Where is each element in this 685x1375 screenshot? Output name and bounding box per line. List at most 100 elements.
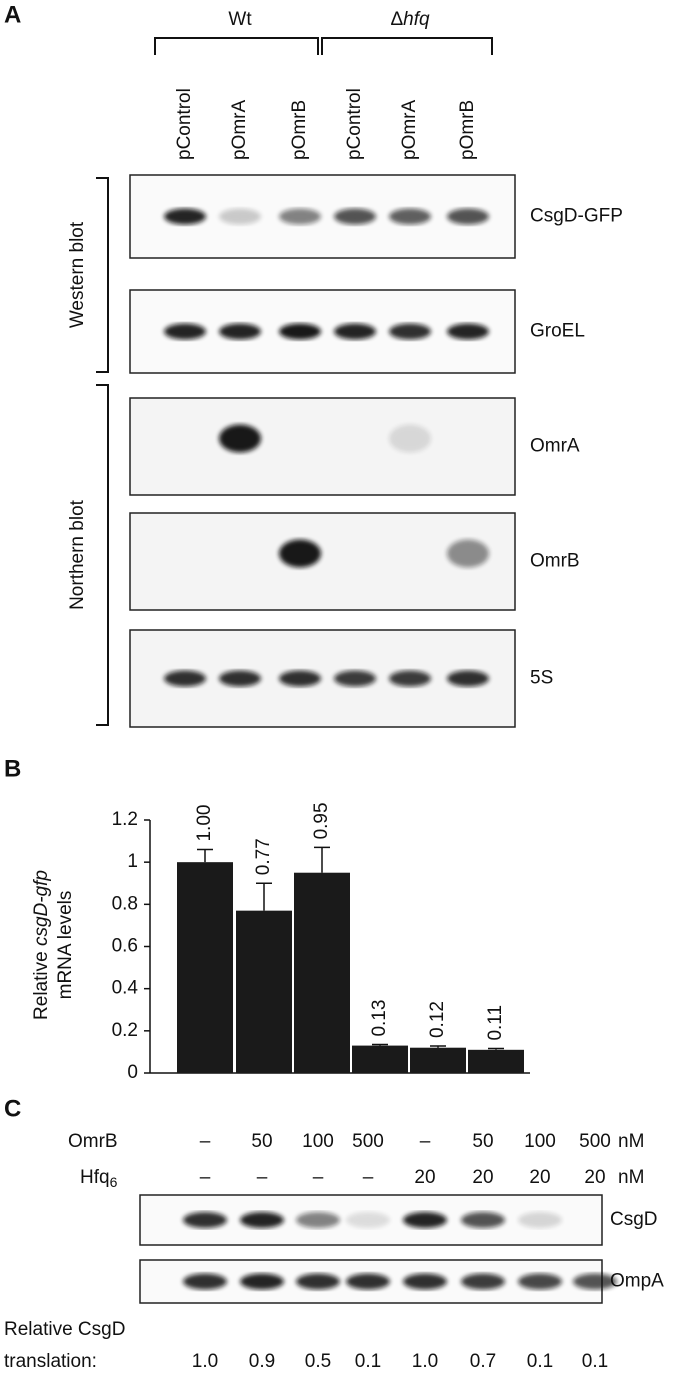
band (461, 1212, 505, 1228)
bar (410, 1047, 466, 1073)
value-label: 0.11 (485, 1005, 506, 1041)
y-axis-label: mRNA levels (55, 891, 76, 1000)
band (573, 1273, 617, 1290)
row-label: Hfq6 (80, 1167, 118, 1190)
value-label: 0.77 (253, 838, 274, 875)
cell: – (420, 1131, 431, 1152)
blot-label: 5S (530, 668, 553, 689)
translation-value: 0.7 (470, 1351, 496, 1372)
band (403, 1212, 447, 1228)
error-bar (256, 882, 272, 911)
blot-label: CsgD-GFP (530, 206, 623, 227)
value-label: 0.13 (369, 1000, 390, 1037)
translation-value: 0.5 (305, 1351, 331, 1372)
cell: 20 (414, 1167, 435, 1188)
lane-label: pControl (174, 88, 195, 160)
cell: 500 (352, 1131, 384, 1152)
band (240, 1212, 284, 1228)
unit: nM (618, 1131, 644, 1152)
cell: 50 (472, 1131, 493, 1152)
band (164, 208, 206, 225)
y-tick-label: 1.2 (112, 809, 138, 830)
y-tick-label: 0.8 (112, 893, 138, 914)
translation-label: Relative CsgD (4, 1319, 125, 1340)
y-axis-label: Relative csgD-gfp (31, 870, 52, 1020)
band (346, 1273, 390, 1290)
blot-group-label: Northern blot (67, 499, 88, 610)
band (219, 323, 261, 340)
lane-label: pControl (344, 88, 365, 160)
band (279, 670, 321, 687)
band (240, 1273, 284, 1290)
band (183, 1273, 227, 1290)
band (389, 424, 431, 453)
blot-label: OmrA (530, 436, 580, 457)
error-bar (488, 1047, 504, 1050)
lane-label: pOmrA (229, 100, 250, 161)
y-tick-label: 0.6 (112, 936, 138, 957)
cell: 100 (524, 1131, 556, 1152)
cell: 100 (302, 1131, 334, 1152)
band (389, 670, 431, 687)
band (334, 670, 376, 687)
band (447, 670, 489, 687)
cell: – (257, 1167, 268, 1188)
bar (294, 872, 350, 1073)
band (279, 539, 321, 568)
cell: – (313, 1167, 324, 1188)
bar (177, 862, 233, 1073)
value-label: 0.95 (311, 802, 332, 839)
translation-label: translation: (4, 1351, 97, 1372)
band (183, 1212, 227, 1228)
band (296, 1212, 340, 1228)
band (296, 1273, 340, 1290)
blot-label: GroEL (530, 321, 585, 342)
cell: – (200, 1167, 211, 1188)
cell: 20 (584, 1167, 605, 1188)
error-bar (372, 1043, 388, 1046)
blot-label: CsgD (610, 1209, 658, 1230)
y-tick-label: 0.4 (112, 978, 139, 999)
cell: – (363, 1167, 374, 1188)
band (518, 1212, 562, 1228)
cell: 50 (251, 1131, 272, 1152)
lane-label: pOmrB (457, 100, 478, 160)
band (389, 323, 431, 340)
blot-label: OmpA (610, 1271, 664, 1292)
value-label: 1.00 (194, 805, 215, 842)
blot-label: OmrB (530, 551, 580, 572)
band (346, 1212, 390, 1228)
band (447, 539, 489, 568)
y-tick-label: 0.2 (112, 1020, 138, 1041)
panel-label: B (4, 755, 21, 782)
band (389, 208, 431, 225)
lane-label: pOmrB (289, 100, 310, 160)
group-label: Δhfq (390, 9, 430, 30)
band (518, 1273, 562, 1290)
group-bracket (154, 37, 493, 55)
band (279, 323, 321, 340)
cell: 20 (529, 1167, 550, 1188)
row-label: OmrB (68, 1131, 118, 1152)
band (219, 670, 261, 687)
error-bar (197, 848, 213, 863)
error-bar (314, 846, 330, 873)
band (164, 323, 206, 340)
panel-label: C (4, 1095, 21, 1122)
band (461, 1273, 505, 1290)
translation-value: 1.0 (192, 1351, 218, 1372)
translation-value: 0.9 (249, 1351, 275, 1372)
band (219, 424, 261, 453)
band (164, 670, 206, 687)
value-label: 0.12 (427, 1001, 448, 1038)
translation-value: 0.1 (355, 1351, 381, 1372)
error-bar (430, 1045, 446, 1048)
translation-value: 0.1 (527, 1351, 553, 1372)
blot (129, 397, 516, 496)
band (447, 208, 489, 225)
unit: nM (618, 1167, 644, 1188)
band (403, 1273, 447, 1290)
band (334, 323, 376, 340)
panel-label: A (4, 1, 21, 28)
y-tick-label: 1 (127, 851, 138, 872)
